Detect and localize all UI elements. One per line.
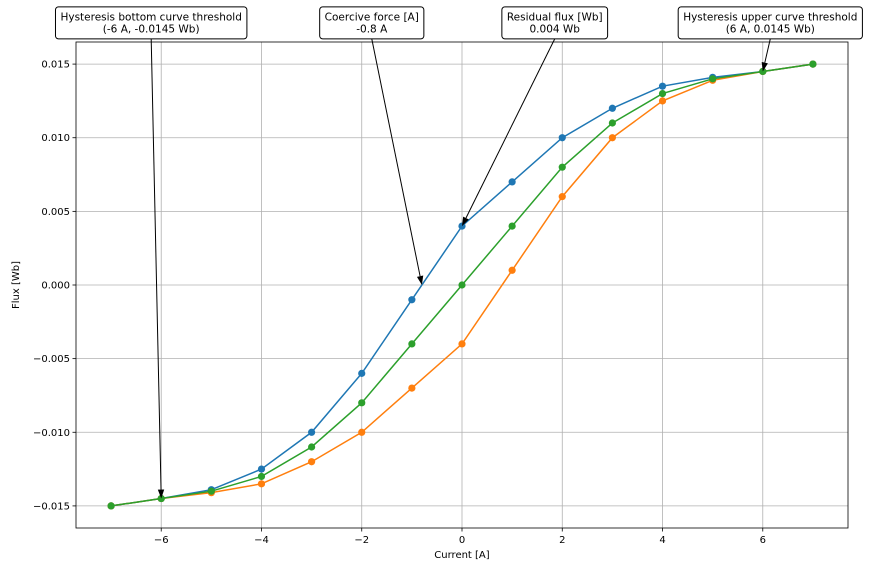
series-2-point: [508, 266, 516, 274]
x-tick-label: 0: [459, 535, 465, 546]
annotation-text-line: -0.8 A: [356, 23, 388, 35]
series-3-point: [207, 487, 215, 495]
y-tick-label: −0.015: [33, 501, 70, 512]
annotation-box: [54, 6, 248, 40]
x-tick-label: −4: [254, 535, 269, 546]
ticks: −6 −4 −2 0 2 4 6 −0.015 −0.010 −0.005 0.000 0.005 0.…: [33, 60, 766, 546]
annotation-text-line: (6 A, 0.0145 Wb): [726, 23, 815, 35]
annotation-box: [501, 6, 609, 40]
annotation-text-line: Hysteresis upper curve threshold: [683, 11, 857, 23]
y-axis-label: Flux [Wb]: [11, 261, 22, 309]
series-2-point: [308, 458, 316, 466]
series-3-point: [308, 443, 316, 451]
x-tick-label: 4: [659, 535, 665, 546]
x-tick-label: −2: [354, 535, 369, 546]
series-3-point: [358, 399, 366, 407]
annotation-arrow: [764, 38, 771, 63]
x-tick-label: −6: [154, 535, 169, 546]
series-1-point: [558, 134, 566, 142]
y-tick-label: 0.005: [41, 207, 70, 218]
series-3-point: [608, 119, 616, 127]
annotation-arrow: [150, 38, 162, 490]
annotation-3: Residual flux [Wb]0.004 Wb: [462, 6, 609, 227]
series-3-point: [107, 502, 115, 510]
series-2-point: [658, 97, 667, 105]
series-3-point: [709, 75, 717, 83]
series-3-point: [257, 472, 266, 481]
y-tick-label: −0.005: [33, 354, 70, 365]
series-3-point: [508, 222, 516, 230]
annotation-text-line: Residual flux [Wb]: [507, 11, 603, 23]
series-3-point: [658, 89, 667, 98]
annotation-4: Hysteresis upper curve threshold(6 A, 0.…: [677, 6, 863, 72]
series-2-point: [408, 384, 416, 392]
annotation-text-line: 0.004 Wb: [530, 23, 581, 35]
series-3-point: [809, 60, 817, 68]
annotation-box: [677, 6, 863, 40]
annotations: Hysteresis bottom curve threshold(-6 A, …: [54, 6, 863, 499]
series-1-point: [408, 296, 416, 304]
series-1-point: [308, 428, 316, 436]
annotation-text-line: Hysteresis bottom curve threshold: [60, 11, 241, 23]
series-3-point: [759, 67, 767, 76]
annotation-arrowhead: [416, 275, 424, 285]
annotation-arrowhead: [157, 489, 165, 499]
y-tick-label: −0.010: [33, 428, 70, 439]
series-2-point: [257, 480, 266, 488]
x-axis-label: Current [A]: [434, 550, 489, 561]
y-tick-label: 0.000: [41, 281, 70, 292]
series-1-point: [257, 465, 266, 473]
series-1-point: [658, 82, 667, 90]
series-1-point: [358, 369, 366, 377]
x-tick-label: 6: [760, 535, 766, 546]
annotation-text-line: Coercive force [A]: [325, 11, 419, 23]
series-3-point: [157, 494, 165, 503]
annotation-1: Hysteresis bottom curve threshold(-6 A, …: [54, 6, 248, 499]
series-3-point: [408, 340, 416, 348]
annotation-2: Coercive force [A]-0.8 A: [319, 6, 425, 285]
x-tick-label: 2: [559, 535, 565, 546]
series-2-point: [558, 193, 566, 201]
annotation-text-line: (-6 A, -0.0145 Wb): [103, 23, 200, 35]
annotation-arrowhead: [761, 61, 768, 72]
series-3-point: [458, 281, 466, 289]
series-2-point: [358, 428, 366, 436]
y-tick-label: 0.015: [41, 60, 70, 71]
series-2-point: [608, 134, 616, 142]
series-2-point: [458, 340, 466, 348]
annotation-arrow: [465, 38, 556, 219]
annotation-arrowhead: [462, 216, 469, 227]
annotation-box: [319, 6, 425, 40]
series-1-point: [508, 178, 516, 186]
annotation-arrow: [371, 38, 421, 277]
series-1-point: [608, 104, 616, 112]
series-3-point: [558, 163, 566, 171]
series-3: [107, 60, 817, 510]
series-group: [107, 60, 817, 510]
y-tick-label: 0.010: [41, 133, 70, 144]
